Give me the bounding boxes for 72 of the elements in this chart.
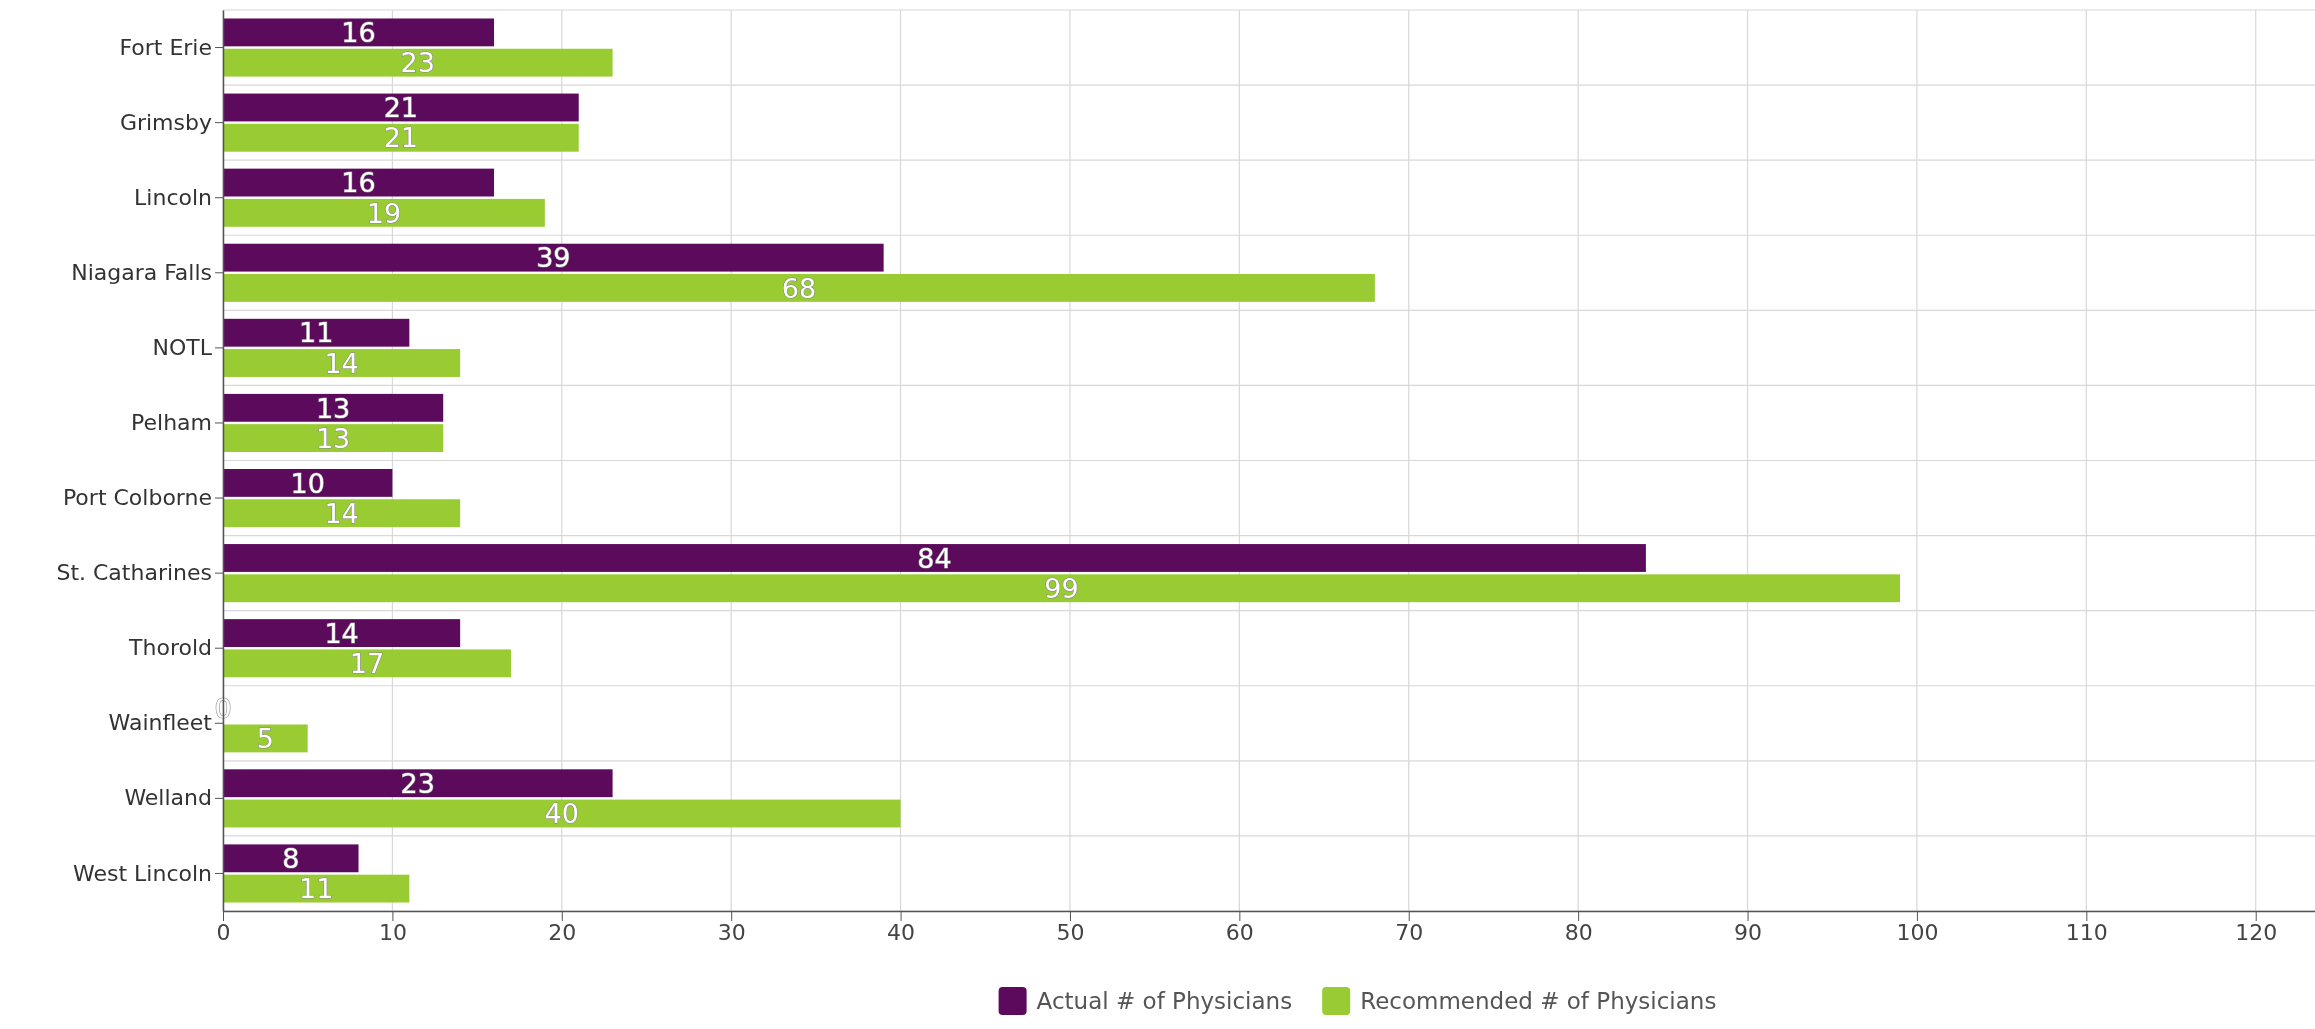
y-tick-label: Fort Erie: [119, 34, 212, 60]
bar: [223, 349, 461, 377]
data-label: 14: [324, 497, 359, 529]
bar: [223, 123, 579, 152]
x-tick-label: 100: [1896, 919, 1939, 945]
data-label: 21: [383, 92, 419, 124]
y-tick-label: Niagara Falls: [71, 259, 212, 285]
data-label: 68: [781, 272, 817, 304]
x-tick-label: 20: [548, 919, 577, 945]
bar: [223, 393, 444, 422]
data-label: 11: [298, 317, 334, 349]
bar: [223, 544, 1646, 572]
bar: [223, 93, 579, 122]
bar: [223, 468, 393, 497]
data-label: 13: [315, 422, 351, 454]
data-label: 5: [256, 723, 274, 755]
data-label: 23: [400, 47, 435, 79]
bar: [223, 48, 613, 77]
x-tick-label: 60: [1225, 919, 1254, 945]
y-tick-label: St. Catharines: [56, 560, 212, 586]
legend-label: Actual # of Physicians: [1036, 988, 1293, 1015]
y-tick-label: Grimsby: [119, 109, 212, 135]
y-tick-label: Wainfleet: [108, 710, 213, 736]
x-tick-label: 40: [887, 919, 916, 945]
bar: [223, 499, 461, 528]
data-label: 19: [366, 197, 402, 229]
bar: [223, 168, 495, 197]
bar: [223, 198, 545, 227]
y-tick-label: Lincoln: [134, 184, 212, 210]
x-tick-label: 70: [1395, 919, 1424, 945]
bar: [223, 844, 359, 873]
x-tick-label: 10: [378, 919, 407, 945]
bar: [223, 18, 495, 47]
bar: [223, 424, 444, 453]
data-label: 99: [1044, 572, 1079, 604]
bar: [223, 649, 511, 678]
data-label: 16: [341, 167, 376, 199]
y-tick-label: Thorold: [128, 635, 212, 661]
data-label: 21: [383, 122, 419, 154]
data-label: 84: [917, 542, 952, 574]
bar: [223, 318, 410, 347]
bar: [223, 874, 410, 903]
y-tick-label: West Lincoln: [72, 860, 212, 886]
data-label: 8: [282, 843, 300, 875]
x-tick-label: 90: [1734, 919, 1763, 945]
data-label: 14: [324, 617, 359, 649]
x-tick-label: 50: [1056, 919, 1085, 945]
data-label: 10: [290, 467, 325, 499]
bar: [223, 574, 1900, 603]
data-label: 13: [315, 392, 351, 424]
y-tick-label: Port Colborne: [62, 485, 212, 511]
data-label: 39: [536, 242, 571, 274]
data-label: 17: [349, 648, 385, 680]
data-label: 14: [324, 347, 359, 379]
data-label: 23: [400, 767, 435, 799]
x-tick-label: 0: [216, 919, 231, 945]
x-tick-label: 120: [2235, 919, 2278, 945]
bar: [223, 243, 884, 272]
legend-label: Recommended # of Physicians: [1360, 988, 1717, 1015]
data-label: 16: [341, 17, 376, 49]
y-tick-label: Pelham: [131, 410, 212, 435]
bar: [223, 274, 1375, 302]
data-label: 11: [298, 873, 334, 905]
y-tick-label: Welland: [124, 785, 212, 811]
x-tick-label: 110: [2065, 919, 2108, 945]
bar: [223, 769, 613, 798]
y-tick-label: NOTL: [152, 334, 213, 360]
data-label: 40: [544, 798, 579, 830]
bar: [223, 799, 901, 828]
x-tick-label: 80: [1564, 919, 1593, 945]
bar: [223, 619, 461, 647]
x-tick-label: 30: [717, 919, 746, 945]
